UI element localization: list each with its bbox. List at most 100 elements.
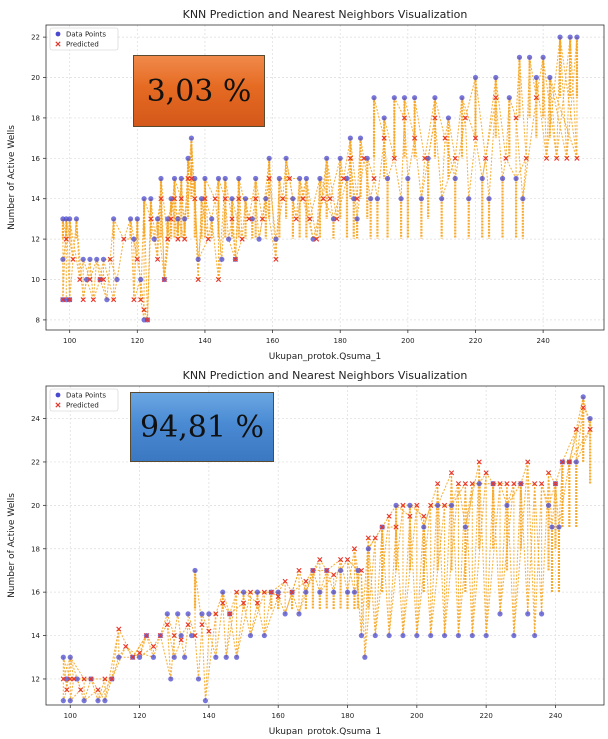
neighbor-link bbox=[534, 483, 543, 614]
data-point bbox=[202, 175, 208, 182]
predicted-point bbox=[205, 236, 211, 242]
neighbor-link bbox=[360, 570, 366, 658]
predicted-point bbox=[70, 256, 76, 262]
legend: Data Points Predicted bbox=[49, 27, 119, 51]
neighbor-link bbox=[454, 117, 466, 179]
neighbor-link bbox=[315, 158, 328, 240]
predicted-point bbox=[518, 481, 524, 487]
predicted-point bbox=[232, 256, 238, 262]
neighbor-link bbox=[471, 461, 480, 636]
data-point bbox=[511, 632, 517, 639]
predicted-point bbox=[504, 481, 510, 487]
neighbor-link bbox=[554, 461, 563, 484]
predicted-point bbox=[240, 600, 247, 606]
data-point bbox=[549, 524, 555, 530]
neighbor-link bbox=[69, 218, 81, 280]
x-tick-label: 200 bbox=[401, 337, 414, 345]
neighbor-link bbox=[97, 678, 106, 701]
neighbor-link bbox=[416, 516, 425, 636]
data-point bbox=[261, 632, 267, 639]
data-point bbox=[355, 567, 361, 574]
neighbor-link bbox=[236, 592, 252, 658]
neighbor-link bbox=[159, 635, 172, 680]
neighbor-link bbox=[194, 635, 200, 680]
neighbor-link bbox=[388, 527, 397, 636]
neighbor-link bbox=[349, 158, 358, 219]
data-point bbox=[435, 502, 441, 508]
neighbor-link bbox=[86, 279, 94, 300]
neighbor-link bbox=[150, 198, 159, 260]
neighbor-link bbox=[263, 592, 272, 636]
neighbor-link bbox=[518, 57, 527, 159]
neighbor-link bbox=[492, 483, 501, 614]
neighbor-link bbox=[527, 483, 536, 614]
predicted-point bbox=[513, 115, 519, 121]
data-point bbox=[67, 698, 73, 704]
neighbor-link bbox=[258, 218, 263, 240]
data-point bbox=[275, 589, 281, 595]
data-point bbox=[148, 196, 154, 202]
neighbor-link bbox=[409, 516, 418, 636]
data-point bbox=[455, 632, 462, 639]
predicted-point bbox=[554, 155, 560, 161]
data-point bbox=[344, 589, 351, 595]
neighbor-link bbox=[197, 624, 203, 679]
neighbor-link bbox=[402, 505, 418, 636]
data-point bbox=[192, 567, 198, 574]
data-point bbox=[384, 175, 391, 182]
predicted-point bbox=[229, 216, 235, 222]
predicted-point bbox=[164, 622, 170, 628]
predicted-point bbox=[414, 502, 420, 508]
data-point bbox=[276, 175, 282, 182]
neighbor-link bbox=[305, 559, 321, 593]
neighbor-link bbox=[111, 646, 127, 680]
neighbor-link bbox=[423, 516, 432, 636]
neighbor-link bbox=[204, 198, 213, 220]
neighbor-link bbox=[82, 259, 91, 280]
predicted-point bbox=[67, 297, 73, 303]
data-point bbox=[64, 676, 70, 682]
data-point bbox=[175, 611, 181, 617]
data-point bbox=[351, 196, 357, 202]
data-point bbox=[87, 256, 93, 262]
predicted-point bbox=[421, 513, 427, 519]
data-point bbox=[527, 54, 533, 60]
data-point bbox=[282, 611, 288, 617]
predicted-point bbox=[116, 626, 122, 632]
data-point bbox=[114, 276, 120, 283]
data-point bbox=[540, 54, 546, 60]
y-tick-label: 20 bbox=[31, 74, 40, 82]
neighbor-link bbox=[225, 592, 238, 658]
data-point bbox=[188, 135, 195, 141]
data-point bbox=[111, 216, 117, 222]
data-point bbox=[400, 632, 406, 639]
neighbor-link bbox=[430, 505, 446, 636]
predicted-point bbox=[144, 317, 151, 323]
neighbor-link bbox=[437, 472, 453, 506]
predicted-point bbox=[247, 589, 254, 595]
neighbor-link bbox=[163, 218, 172, 280]
data-point bbox=[297, 175, 303, 182]
data-point bbox=[226, 236, 232, 242]
data-point bbox=[95, 698, 101, 704]
neighbor-link bbox=[566, 37, 578, 159]
neighbor-link bbox=[211, 218, 220, 280]
predicted-point bbox=[185, 622, 191, 628]
predicted-point bbox=[303, 578, 309, 584]
y-tick-label: 22 bbox=[31, 458, 40, 466]
data-point bbox=[483, 632, 489, 639]
legend-label-predicted: Predicted bbox=[66, 402, 99, 410]
neighbor-link bbox=[82, 279, 88, 300]
predicted-point bbox=[462, 115, 468, 121]
predicted-point bbox=[121, 236, 127, 242]
neighbor-link bbox=[146, 218, 152, 320]
data-point bbox=[155, 216, 161, 222]
data-point bbox=[499, 175, 506, 182]
data-point bbox=[479, 175, 485, 182]
predicted-point bbox=[400, 502, 406, 508]
data-point bbox=[497, 611, 503, 617]
predicted-point bbox=[296, 567, 302, 574]
data-point bbox=[452, 175, 458, 182]
x-tick-label: 100 bbox=[64, 712, 77, 720]
y-tick-label: 16 bbox=[31, 589, 40, 597]
